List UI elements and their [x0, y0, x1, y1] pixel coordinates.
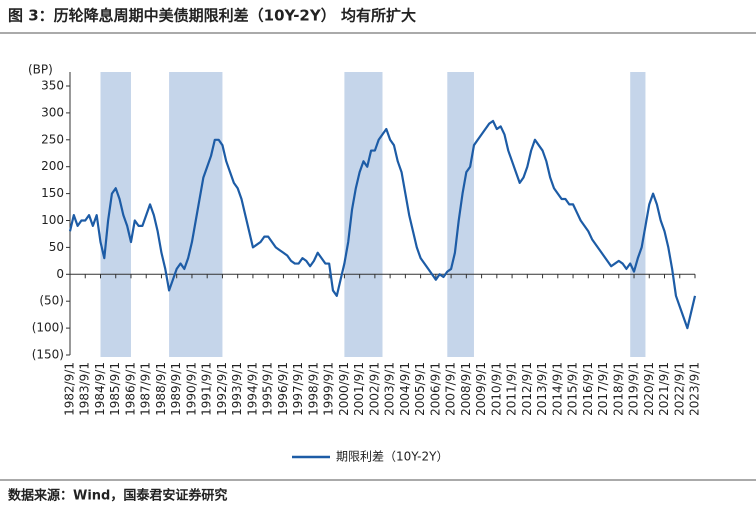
y-tick-label: 250 — [41, 132, 64, 146]
x-tick-label: 2014/9/1 — [550, 362, 564, 416]
x-tick-label: 2015/9/1 — [566, 362, 580, 416]
source: 数据来源：Wind，国泰君安证券研究 — [8, 488, 227, 504]
series-line — [68, 119, 697, 330]
x-tick-label: 2017/9/1 — [596, 362, 610, 416]
x-tick-label: 2007/9/1 — [444, 362, 458, 416]
x-tick-label: 1983/9/1 — [78, 362, 92, 416]
x-tick-label: 2011/9/1 — [505, 362, 519, 416]
x-tick-label: 2002/9/1 — [367, 362, 381, 416]
x-tick-label: 2018/9/1 — [611, 362, 625, 416]
y-axis-label: (BP) — [28, 63, 53, 77]
x-tick-label: 2023/9/1 — [688, 362, 702, 416]
x-tick-label: 1989/9/1 — [169, 362, 183, 416]
x-tick-label: 2020/9/1 — [642, 362, 656, 416]
y-tick-label: (50) — [39, 294, 64, 308]
shaded-period — [344, 72, 383, 357]
x-tick-label: 1993/9/1 — [230, 362, 244, 416]
y-tick-label: (100) — [32, 321, 64, 335]
y-tick-label: 300 — [41, 105, 64, 119]
x-tick-label: 1988/9/1 — [154, 362, 168, 416]
chart-title: 图 3：历轮降息周期中美债期限利差（10Y-2Y） 均有所扩大 — [8, 7, 416, 25]
x-tick-label: 2013/9/1 — [535, 362, 549, 416]
x-tick-label: 2001/9/1 — [352, 362, 366, 416]
y-tick-label: (150) — [32, 348, 64, 362]
x-tick-label: 2000/9/1 — [337, 362, 351, 416]
x-tick-label: 2005/9/1 — [413, 362, 427, 416]
x-tick-label: 2008/9/1 — [459, 362, 473, 416]
x-tick-label: 1987/9/1 — [139, 362, 153, 416]
y-tick-label: 350 — [41, 79, 64, 93]
x-tick-label: 2019/9/1 — [627, 362, 641, 416]
x-tick-label: 1984/9/1 — [93, 362, 107, 416]
x-tick-label: 2004/9/1 — [398, 362, 412, 416]
x-tick-label: 2009/9/1 — [474, 362, 488, 416]
x-tick-label: 1995/9/1 — [261, 362, 275, 416]
x-tick-label: 1997/9/1 — [291, 362, 305, 416]
x-tick-label: 2016/9/1 — [581, 362, 595, 416]
x-tick-label: 1985/9/1 — [108, 362, 122, 416]
y-tick-label: 50 — [49, 240, 64, 254]
y-tick-label: 0 — [56, 267, 64, 281]
x-tick-label: 1986/9/1 — [123, 362, 137, 416]
x-tick-label: 1982/9/1 — [63, 362, 77, 416]
shaded-period — [100, 72, 131, 357]
x-tick-label: 1990/9/1 — [184, 362, 198, 416]
x-tick-label: 2010/9/1 — [489, 362, 503, 416]
x-tick-label: 2022/9/1 — [672, 362, 686, 416]
x-tick-label: 2021/9/1 — [657, 362, 671, 416]
legend-label: 期限利差（10Y-2Y） — [336, 450, 448, 464]
shaded-period — [630, 72, 646, 357]
y-tick-label: 150 — [41, 186, 64, 200]
x-tick-label: 2012/9/1 — [520, 362, 534, 416]
x-tick-label: 2006/9/1 — [428, 362, 442, 416]
x-tick-label: 1998/9/1 — [306, 362, 320, 416]
x-tick-label: 2003/9/1 — [383, 362, 397, 416]
y-tick-label: 200 — [41, 159, 64, 173]
x-tick-label: 1999/9/1 — [322, 362, 336, 416]
x-tick-label: 1992/9/1 — [215, 362, 229, 416]
y-tick-label: 100 — [41, 213, 64, 227]
x-tick-label: 1994/9/1 — [245, 362, 259, 416]
x-tick-label: 1996/9/1 — [276, 362, 290, 416]
x-tick-label: 1991/9/1 — [200, 362, 214, 416]
